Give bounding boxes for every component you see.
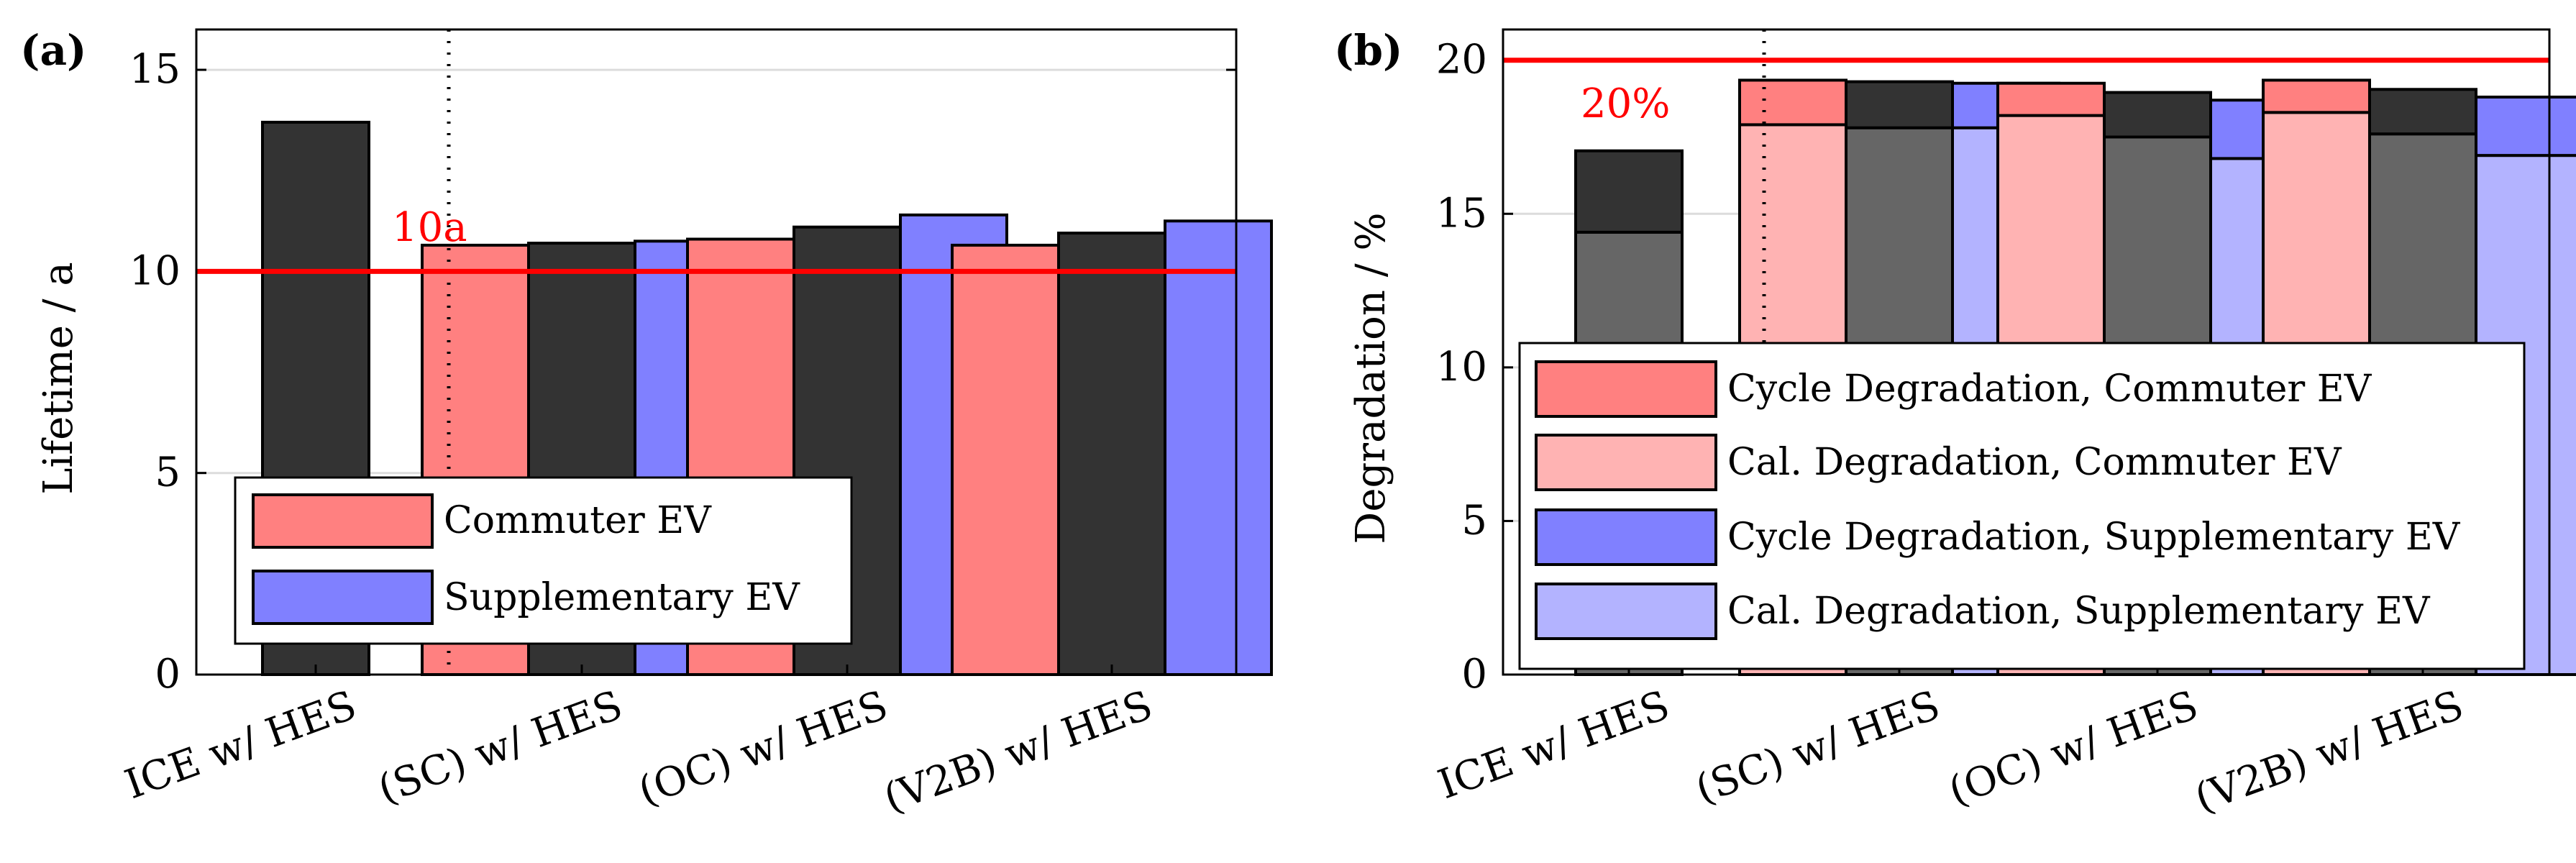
bar-supplementary-ev-v2b-w-hes	[1164, 219, 1273, 676]
legend-swatch-cal-supplementary	[1535, 583, 1717, 640]
bar-stationary-v2b-w-hes	[1057, 232, 1166, 677]
panel-b-ytick-label-20: 20	[1436, 37, 1487, 83]
panel-b-label: (b)	[1334, 26, 1402, 75]
legend-swatch-cal-commuter	[1535, 434, 1717, 491]
panel-b-legend: Cycle Degradation, Commuter EV Cal. Degr…	[1518, 342, 2526, 670]
panel-b-xtick-label-sc-w-hes: (SC) w/ HES	[1690, 682, 1946, 813]
bar-commuter-ev-v2b-w-hes	[951, 243, 1060, 676]
panel-b-threshold-label: 20%	[1581, 81, 1670, 127]
panel-b-xtick-label-v2b-w-hes: (V2B) w/ HES	[2189, 682, 2470, 822]
panel-a-xtick-label-ice-w-hes: ICE w/ HES	[119, 682, 362, 808]
panel-b-ytick-label-15: 15	[1436, 190, 1487, 237]
legend-swatch-cycle-commuter	[1535, 360, 1717, 418]
panel-a-ytick-label-10: 10	[129, 247, 181, 294]
legend-swatch-commuter-ev	[252, 493, 434, 549]
legend-swatch-supplementary-ev	[252, 570, 434, 625]
panel-b-yticks: 0 5 10 15 20	[1436, 37, 2549, 698]
panel-a-threshold-label: 10a	[392, 204, 467, 251]
bar-cycle-stationary-v2b-w-hes	[2368, 88, 2477, 136]
panel-a-xtick-label-v2b-w-hes: (V2B) w/ HES	[878, 682, 1159, 822]
bar-cycle-commuter-ev-v2b-w-hes	[2262, 78, 2371, 114]
panel-b-ytick-label-0: 0	[1461, 651, 1487, 698]
legend-label-cal-supplementary: Cal. Degradation, Supplementary EV	[1727, 590, 2431, 633]
panel-a: (a) Lifetime / a 0 5 10 15 10a ICE w/ HES (S…	[20, 26, 1273, 822]
panel-a-ytick-label-0: 0	[155, 651, 181, 698]
panel-a-ylabel: Lifetime / a	[35, 262, 82, 494]
panel-b-ytick-label-10: 10	[1436, 344, 1487, 391]
bar-cycle-supplementary-ev-v2b-w-hes	[2475, 95, 2576, 157]
panel-b: (b) Degradation / % 0 5 10 15 20 20% ICE w/ …	[1334, 26, 2576, 822]
panel-a-axes-box	[195, 28, 1238, 676]
legend-label-supplementary-ev: Supplementary EV	[444, 576, 800, 619]
panel-a-ytick-label-15: 15	[129, 46, 181, 93]
panel-a-label: (a)	[20, 26, 86, 75]
panel-b-xtick-label-ice-w-hes: ICE w/ HES	[1433, 682, 1676, 808]
legend-swatch-cycle-supplementary	[1535, 508, 1717, 566]
panel-a-yticks: 0 5 10 15	[129, 46, 1236, 698]
bar-cycle-stationary-oc-w-hes	[2103, 91, 2212, 139]
panel-b-axes-box	[1502, 28, 2551, 676]
bar-cycle-commuter-ev-oc-w-hes	[1996, 81, 2106, 117]
legend-label-cycle-supplementary: Cycle Degradation, Supplementary EV	[1727, 516, 2461, 559]
panel-a-xtick-label-oc-w-hes: (OC) w/ HES	[633, 682, 894, 815]
legend-label-cycle-commuter: Cycle Degradation, Commuter EV	[1727, 367, 2372, 411]
bar-cycle-commuter-ev-sc-w-hes	[1738, 78, 1847, 127]
panel-a-xticks: ICE w/ HES (SC) w/ HES (OC) w/ HES(V2B) w/…	[119, 665, 1159, 822]
panel-b-ylabel: Degradation / %	[1348, 212, 1394, 544]
panel-b-xticks: ICE w/ HES (SC) w/ HES(OC) w/ HES(V2B) w/…	[1433, 665, 2470, 822]
panel-a-xtick-label-sc-w-hes: (SC) w/ HES	[373, 682, 629, 813]
bar-cycle-stationary-sc-w-hes	[1845, 80, 1954, 129]
bar-cycle-stationary-ice-w-hes	[1574, 149, 1684, 234]
legend-label-commuter-ev: Commuter EV	[444, 499, 712, 542]
panel-b-ytick-label-5: 5	[1461, 497, 1487, 544]
panel-a-ytick-label-5: 5	[155, 449, 181, 496]
panel-a-legend: Commuter EV Supplementary EV	[234, 476, 853, 645]
panel-b-xtick-label-oc-w-hes: (OC) w/ HES	[1943, 682, 2204, 815]
legend-label-cal-commuter: Cal. Degradation, Commuter EV	[1727, 441, 2342, 484]
